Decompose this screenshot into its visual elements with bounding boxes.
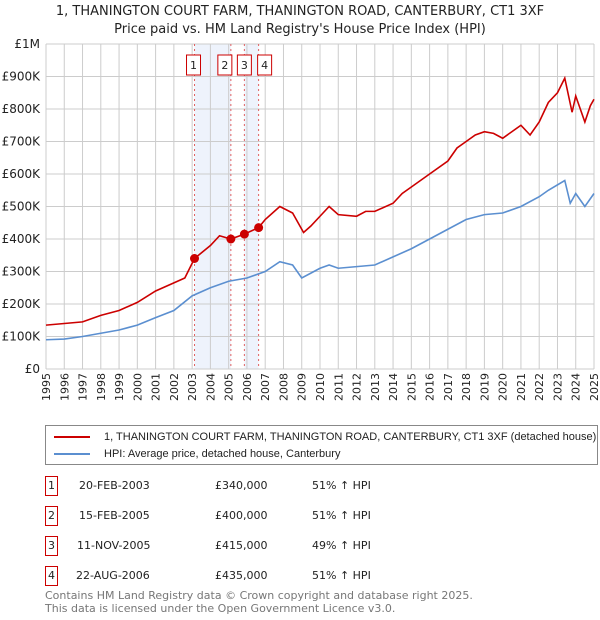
transaction-date: 15-FEB-2005 bbox=[79, 509, 150, 522]
sale-point bbox=[254, 223, 264, 233]
x-tick-label: 2001 bbox=[150, 373, 163, 401]
series-line bbox=[45, 179, 595, 341]
transaction-marker: 1 bbox=[45, 476, 58, 496]
x-tick-label: 2012 bbox=[351, 373, 364, 401]
x-tick-label: 2004 bbox=[204, 373, 217, 401]
annotation-box bbox=[236, 54, 252, 76]
x-tick-label: 1998 bbox=[95, 373, 108, 401]
sale-point bbox=[239, 229, 249, 239]
footer-licence: This data is licensed under the Open Gov… bbox=[45, 602, 396, 615]
x-tick-label: 2002 bbox=[168, 373, 181, 401]
x-tick-label: 2020 bbox=[497, 373, 510, 401]
annotation-label: 4 bbox=[261, 59, 268, 72]
transaction-price: £415,000 bbox=[215, 539, 268, 552]
transaction-marker: 4 bbox=[45, 566, 58, 586]
x-tick-label: 2010 bbox=[314, 373, 327, 401]
x-tick-label: 2014 bbox=[387, 373, 400, 401]
x-tick-label: 2009 bbox=[296, 373, 309, 401]
legend-label: 1, THANINGTON COURT FARM, THANINGTON ROA… bbox=[104, 431, 597, 443]
y-tick-label: £700K bbox=[2, 135, 42, 149]
x-tick-label: 2007 bbox=[259, 373, 272, 401]
chart-title: 1, THANINGTON COURT FARM, THANINGTON ROA… bbox=[55, 4, 545, 19]
sale-point bbox=[226, 234, 236, 244]
x-tick-label: 1997 bbox=[77, 373, 90, 401]
x-tick-label: 2015 bbox=[405, 373, 418, 401]
y-tick-label: £800K bbox=[2, 102, 42, 116]
transaction-price: £400,000 bbox=[215, 509, 268, 522]
x-tick-label: 2003 bbox=[186, 373, 199, 401]
footer: Contains HM Land Registry data © Crown c… bbox=[45, 589, 473, 615]
transaction-hpi: 51% ↑ HPI bbox=[312, 569, 371, 582]
x-tick-label: 2023 bbox=[551, 373, 564, 401]
x-tick-label: 2024 bbox=[570, 373, 583, 401]
annotation-box bbox=[257, 54, 273, 76]
y-tick-label: £200K bbox=[2, 297, 42, 311]
transaction-date: 22-AUG-2006 bbox=[76, 569, 150, 582]
transaction-date: 20-FEB-2003 bbox=[79, 479, 150, 492]
y-tick-label: £1M bbox=[14, 37, 40, 51]
y-tick-label: £400K bbox=[2, 232, 42, 246]
y-tick-label: £600K bbox=[2, 167, 42, 181]
legend-item-property: 1, THANINGTON COURT FARM, THANINGTON ROA… bbox=[54, 429, 596, 445]
annotation-box bbox=[186, 54, 202, 76]
footer-copyright: Contains HM Land Registry data © Crown c… bbox=[45, 589, 473, 602]
price-chart: 1995 1996 1997 1998 1999 2000 2001 2002 2003 2004… bbox=[2, 37, 600, 401]
legend: 1, THANINGTON COURT FARM, THANINGTON ROA… bbox=[45, 425, 598, 465]
x-tick-label: 2011 bbox=[332, 373, 345, 401]
annotation-label: 2 bbox=[221, 59, 228, 72]
x-tick-label: 2013 bbox=[369, 373, 382, 401]
chart-subtitle: Price paid vs. HM Land Registry's House … bbox=[114, 22, 486, 37]
x-tick-label: 2025 bbox=[588, 373, 600, 401]
y-tick-label: £100K bbox=[2, 330, 42, 344]
y-tick-label: £900K bbox=[2, 70, 42, 84]
legend-swatch-blue bbox=[54, 453, 90, 455]
y-tick-label: £0 bbox=[25, 362, 40, 376]
x-tick-label: 2000 bbox=[131, 373, 144, 401]
x-tick-label: 2022 bbox=[533, 373, 546, 401]
transaction-marker: 3 bbox=[45, 536, 58, 556]
x-tick-label: 2005 bbox=[223, 373, 236, 401]
annotation-box bbox=[217, 54, 233, 76]
annotation-label: 1 bbox=[190, 59, 197, 72]
legend-label: HPI: Average price, detached house, Cant… bbox=[104, 448, 341, 460]
series-line bbox=[45, 75, 595, 326]
y-tick-label: £500K bbox=[2, 200, 42, 214]
legend-item-hpi: HPI: Average price, detached house, Cant… bbox=[54, 446, 340, 462]
transaction-price: £340,000 bbox=[215, 479, 268, 492]
transaction-marker: 2 bbox=[45, 506, 58, 526]
x-tick-label: 2021 bbox=[515, 373, 528, 401]
x-tick-label: 2018 bbox=[460, 373, 473, 401]
x-tick-label: 2017 bbox=[442, 373, 455, 401]
x-tick-label: 1999 bbox=[113, 373, 126, 401]
transaction-hpi: 51% ↑ HPI bbox=[312, 509, 371, 522]
transaction-price: £435,000 bbox=[215, 569, 268, 582]
y-tick-label: £300K bbox=[2, 265, 42, 279]
x-tick-label: 2006 bbox=[241, 373, 254, 401]
transaction-hpi: 49% ↑ HPI bbox=[312, 539, 371, 552]
x-tick-label: 1995 bbox=[40, 373, 53, 401]
sale-point bbox=[190, 254, 200, 263]
x-tick-label: 2019 bbox=[478, 373, 491, 401]
x-tick-label: 2016 bbox=[424, 373, 437, 401]
transaction-hpi: 51% ↑ HPI bbox=[312, 479, 371, 492]
transaction-date: 11-NOV-2005 bbox=[77, 539, 151, 552]
annotation-label: 3 bbox=[241, 59, 248, 72]
x-tick-label: 1996 bbox=[58, 373, 71, 401]
legend-swatch-red bbox=[54, 436, 90, 438]
x-tick-label: 2008 bbox=[277, 373, 290, 401]
